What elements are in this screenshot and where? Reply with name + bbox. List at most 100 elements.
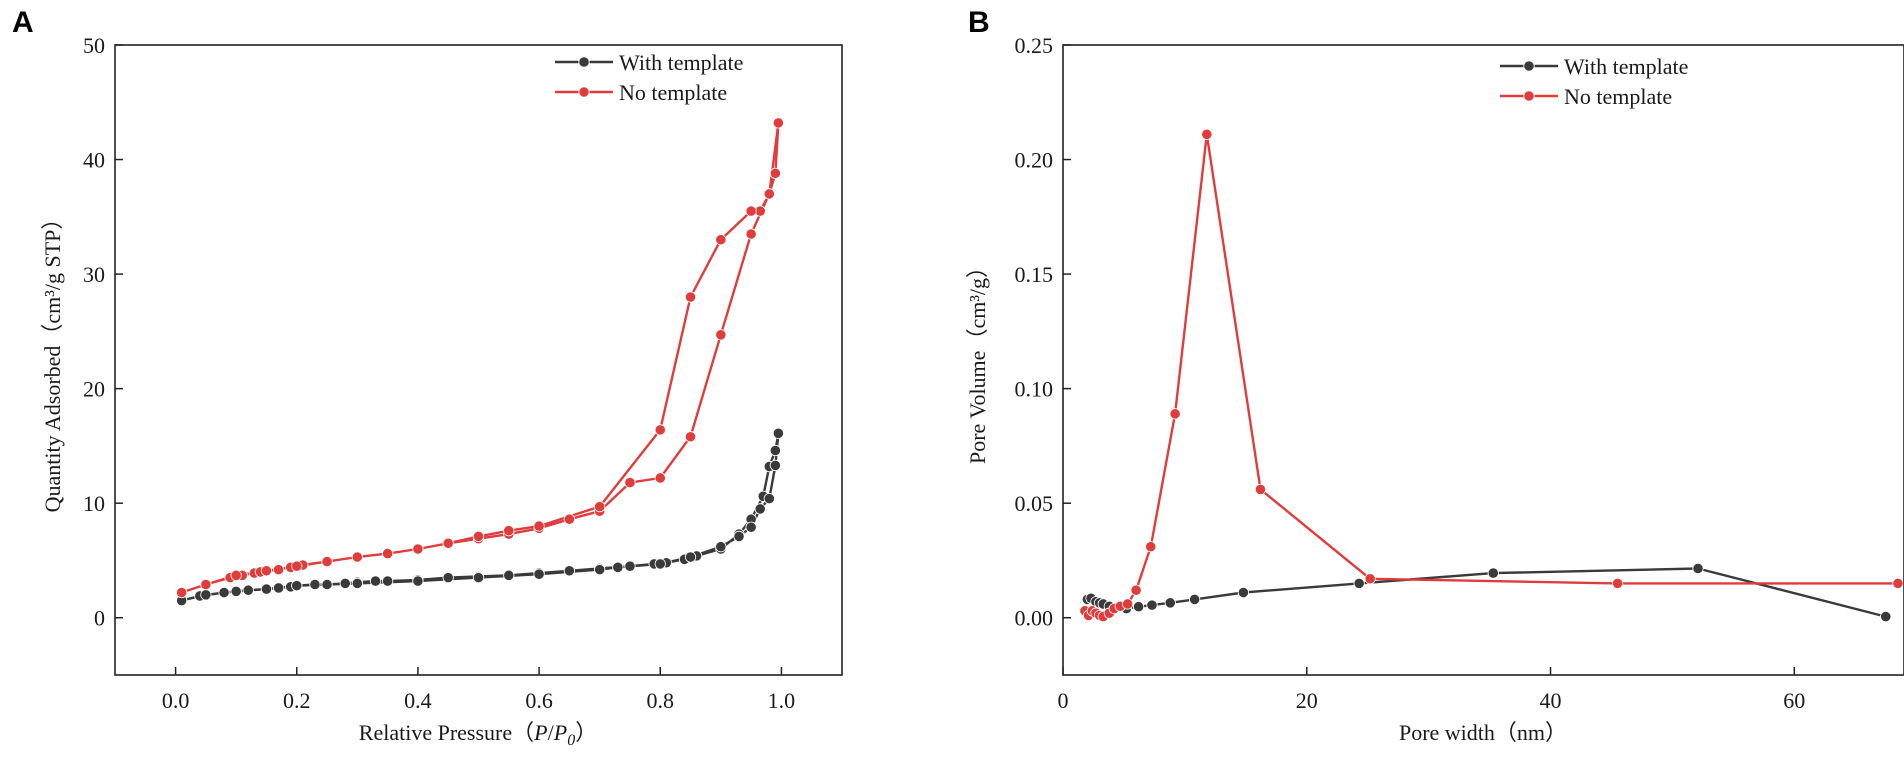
- legend-label-no-template: No template: [1564, 84, 1672, 109]
- data-point: [769, 444, 781, 457]
- panel-b-x-ticks: 0 20 40 60: [1058, 667, 1805, 713]
- data-point: [654, 472, 666, 484]
- data-point: [533, 520, 545, 532]
- data-point: [1189, 593, 1201, 606]
- data-point: [472, 530, 485, 543]
- data-point: [763, 188, 775, 200]
- data-point: [1145, 541, 1157, 553]
- data-point: [594, 564, 606, 576]
- panel-b-x-tick-label: 60: [1783, 688, 1805, 713]
- data-point: [412, 543, 424, 555]
- data-point: [745, 228, 757, 240]
- data-point: [321, 578, 333, 591]
- data-point: [242, 584, 254, 596]
- panel-a-y-ticks: 0 10 20 30 40 50: [83, 33, 123, 631]
- data-point: [745, 521, 757, 533]
- data-point: [772, 117, 784, 129]
- data-point: [230, 569, 242, 581]
- panel-b-series-with-template: [1081, 562, 1892, 623]
- panel-b-y-tick-label: 0.25: [1015, 33, 1054, 58]
- data-point: [563, 565, 575, 577]
- data-point: [1164, 597, 1176, 609]
- data-point: [291, 580, 303, 592]
- data-point: [715, 234, 727, 246]
- panel-a-y-axis-label: Quantity Adsorbed（cm³/g STP）: [40, 208, 65, 513]
- data-point: [200, 589, 212, 601]
- data-point: [442, 572, 454, 584]
- panel-b-y-tick-label: 0.00: [1015, 606, 1054, 631]
- data-point: [1132, 601, 1145, 613]
- data-point: [1364, 573, 1376, 585]
- series-line: [1083, 133, 1898, 618]
- data-point: [200, 578, 212, 591]
- panel-a-x-tick-label: 0.4: [404, 688, 432, 713]
- panel-a-xlabel-var1: P: [533, 720, 547, 745]
- panel-b-x-tick-label: 20: [1296, 688, 1318, 713]
- legend-label-no-template: No template: [619, 80, 727, 105]
- panel-b-y-axis-label: Pore Volume（cm³/g）: [965, 256, 990, 464]
- data-point: [503, 525, 515, 537]
- panel-a-x-tick-label: 0.6: [525, 688, 553, 713]
- data-point: [1692, 562, 1704, 575]
- data-point: [176, 586, 188, 599]
- data-point: [563, 513, 575, 525]
- data-point: [351, 577, 363, 589]
- legend-marker-no-template: [578, 86, 590, 98]
- panel-a-series-no-template: [176, 117, 784, 599]
- panel-a-plot: [176, 117, 784, 607]
- panel-a-series-with-template: [176, 427, 784, 607]
- panel-a-y-tick-label: 50: [83, 33, 105, 58]
- panel-a-y-tick-label: 0: [94, 606, 105, 631]
- data-point: [369, 575, 382, 587]
- panel-a-xlabel-suffix: ）: [575, 720, 597, 745]
- data-point: [654, 424, 666, 436]
- data-point: [533, 568, 545, 580]
- panel-a-xlabel-prefix: Relative Pressure（: [359, 720, 534, 745]
- panel-a: A 0.0 0.2 0.4 0.6 0.8 1.0 0 10 20 30 40 50 Relativ…: [12, 6, 843, 749]
- data-point: [442, 537, 454, 549]
- data-point: [260, 565, 273, 577]
- data-point: [260, 583, 273, 595]
- panel-b-x-axis-label: Pore width（nm）: [1399, 720, 1567, 745]
- panel-b-series-no-template: [1079, 128, 1904, 623]
- panel-b-y-tick-label: 0.10: [1015, 377, 1054, 402]
- data-point: [321, 555, 333, 568]
- data-point: [715, 329, 727, 341]
- data-point: [291, 560, 303, 572]
- data-point: [594, 501, 606, 513]
- panel-b-y-tick-label: 0.15: [1015, 262, 1054, 287]
- data-point: [612, 561, 624, 573]
- legend-label-with-template: With template: [619, 50, 743, 75]
- data-point: [1880, 610, 1892, 623]
- data-point: [412, 575, 424, 587]
- panel-a-x-axis-label: Relative Pressure（P/P0）: [359, 720, 597, 749]
- data-point: [769, 459, 781, 471]
- panel-b-legend: With template No template: [1500, 54, 1688, 109]
- panel-b-y-ticks: 0.00 0.05 0.10 0.15 0.20 0.25: [1015, 33, 1071, 631]
- data-point: [218, 586, 230, 599]
- data-point: [351, 551, 363, 563]
- data-point: [1611, 577, 1624, 589]
- series-line: [181, 121, 780, 594]
- data-point: [715, 541, 727, 553]
- data-point: [1892, 577, 1904, 589]
- panel-a-plot-frame: [114, 44, 843, 676]
- data-point: [272, 564, 285, 576]
- panel-a-x-tick-label: 0.8: [647, 688, 675, 713]
- panel-a-x-tick-label: 1.0: [768, 688, 796, 713]
- panel-a-xlabel-var2: P: [553, 720, 567, 745]
- data-point: [754, 503, 766, 515]
- panel-a-xlabel-sub: 0: [567, 732, 575, 749]
- data-point: [472, 572, 485, 584]
- data-point: [382, 575, 394, 587]
- panel-a-x-tick-label: 0.0: [162, 688, 190, 713]
- legend-marker-with-template: [578, 56, 590, 68]
- panel-letter-a: A: [12, 6, 34, 39]
- data-point: [624, 476, 636, 489]
- legend-label-with-template: With template: [1564, 54, 1688, 79]
- data-point: [1353, 577, 1365, 589]
- panel-b: B 0 20 40 60 0.00 0.05 0.10 0.15 0.20 0.25 Pore …: [965, 6, 1904, 745]
- data-point: [1146, 599, 1158, 611]
- data-point: [745, 205, 757, 217]
